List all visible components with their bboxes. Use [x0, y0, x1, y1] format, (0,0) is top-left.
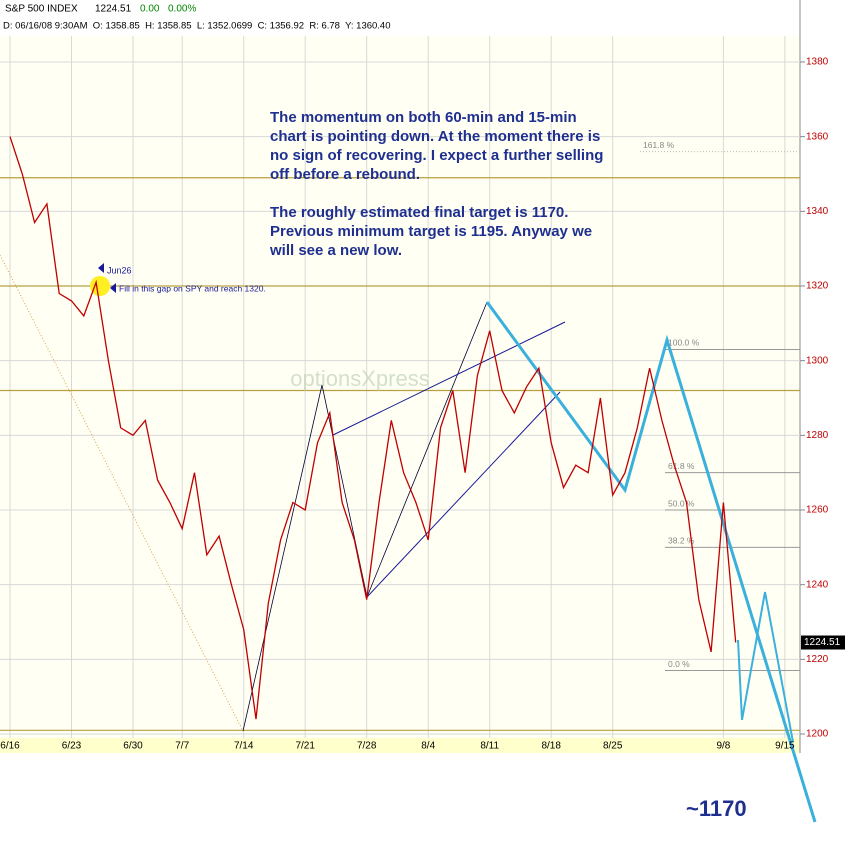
- x-tick-label: 8/11: [480, 741, 499, 752]
- change: 0.00: [140, 4, 160, 15]
- trend-line: [0, 254, 244, 732]
- y-tick-label: 1340: [806, 206, 829, 217]
- x-tick-label: 6/30: [123, 741, 143, 752]
- y-tick-label: 1320: [806, 281, 829, 292]
- bar-detail: D: 06/16/08 9:30AM O: 1358.85 H: 1358.85…: [3, 21, 391, 32]
- target-label: ~1170: [686, 796, 747, 821]
- x-tick-label: 7/7: [175, 741, 189, 752]
- annotation-line: chart is pointing down. At the moment th…: [270, 128, 600, 145]
- channel-line: [332, 321, 566, 436]
- y-tick-label: 1220: [806, 654, 829, 665]
- x-tick-label: 9/15: [775, 741, 795, 752]
- y-tick-label: 1260: [806, 505, 829, 516]
- date-strip: [0, 738, 800, 753]
- fib-label: 61.8 %: [668, 461, 695, 471]
- annotation-line: off before a rebound.: [270, 166, 420, 183]
- change-pct: 0.00%: [168, 4, 196, 15]
- x-tick-label: 6/16: [0, 741, 20, 752]
- x-tick-label: 6/23: [62, 741, 82, 752]
- price-line: [9, 136, 737, 720]
- annotation-line: The roughly estimated final target is 11…: [270, 204, 568, 221]
- fib-label: 100.0 %: [668, 338, 700, 348]
- x-tick-label: 9/8: [716, 741, 730, 752]
- marker-arrow: [98, 263, 104, 273]
- y-tick-label: 1360: [806, 131, 829, 142]
- x-tick-label: 8/18: [541, 741, 561, 752]
- x-tick-label: 7/21: [295, 741, 315, 752]
- annotation-line: will see a new low.: [269, 242, 402, 259]
- y-tick-label: 1200: [806, 729, 829, 740]
- fib-label: 50.0 %: [668, 498, 695, 508]
- header-background: [0, 0, 800, 36]
- y-tick-label: 1300: [806, 355, 829, 366]
- y-tick-label: 1280: [806, 430, 829, 441]
- last-price-box: [801, 635, 845, 650]
- projection-line: [737, 591, 794, 743]
- wave-line: [242, 301, 488, 732]
- x-tick-label: 7/28: [357, 741, 377, 752]
- watermark: optionsXpress: [290, 366, 429, 391]
- fib-label: 161.8 %: [643, 140, 675, 150]
- last-price-label: 1224.51: [804, 637, 841, 648]
- x-tick-label: 7/14: [234, 741, 254, 752]
- y-tick-label: 1240: [806, 579, 829, 590]
- annotation-line: no sign of recovering. I expect a furthe…: [270, 147, 603, 164]
- projection-line: [485, 301, 817, 823]
- x-tick-label: 8/4: [421, 741, 435, 752]
- channel-line: [366, 391, 561, 598]
- marker-arrow: [110, 283, 116, 293]
- annotation-line: The momentum on both 60-min and 15-min: [270, 109, 577, 126]
- marker-label: Jun26: [107, 265, 132, 275]
- gap-note: Fill in this gap on SPY and reach 1320.: [119, 283, 266, 293]
- annotation-line: Previous minimum target is 1195. Anyway …: [270, 223, 592, 240]
- fib-label: 0.0 %: [668, 659, 690, 669]
- fib-label: 38.2 %: [668, 536, 695, 546]
- gap-marker: [90, 276, 110, 296]
- symbol: S&P 500 INDEX: [5, 4, 78, 15]
- last: 1224.51: [95, 4, 132, 15]
- y-tick-label: 1380: [806, 57, 829, 68]
- x-tick-label: 8/25: [603, 741, 623, 752]
